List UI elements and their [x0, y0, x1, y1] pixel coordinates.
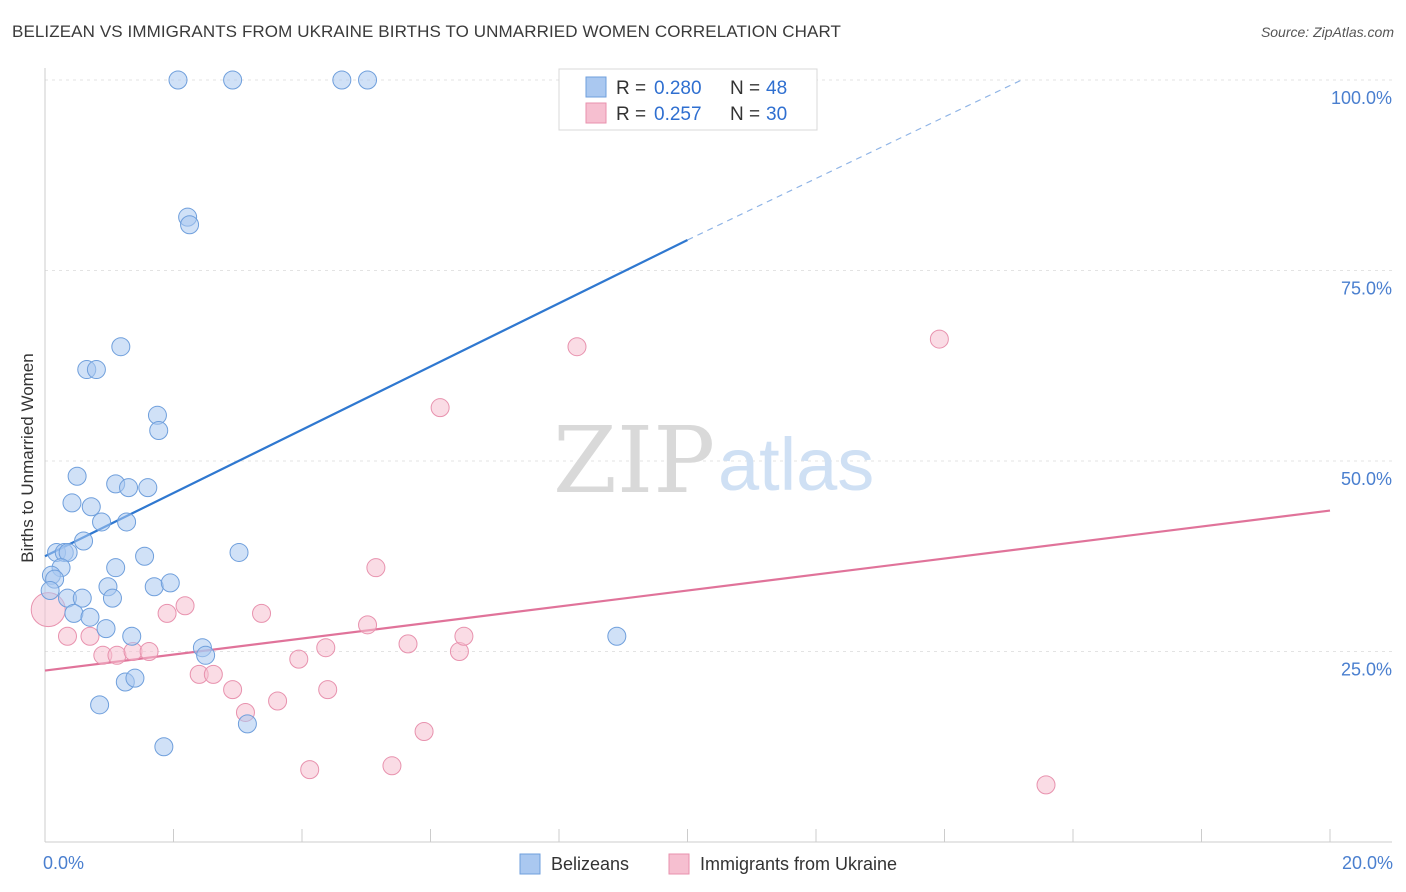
point-ukraine [268, 691, 288, 711]
legend-box: R = 0.280 N = 48 R = 0.257 N = 30 [558, 68, 818, 131]
point-ukraine [57, 626, 77, 646]
point-belizeans [64, 603, 84, 623]
legend-r-value-belizeans: 0.280 [654, 78, 702, 99]
point-belizeans [358, 70, 378, 90]
point-ukraine [107, 645, 127, 665]
point-ukraine [318, 680, 338, 700]
trend-lines [44, 79, 1331, 672]
y-axis-label: Births to Unmarried Women [18, 353, 37, 562]
point-ukraine [567, 337, 587, 357]
point-ukraine [175, 596, 195, 616]
x-tick-label: 20.0% [1342, 853, 1393, 873]
trend-line-ukraine [44, 509, 1331, 672]
point-belizeans [154, 737, 174, 757]
point-belizeans [122, 626, 142, 646]
point-ukraine [398, 634, 418, 654]
point-belizeans [180, 215, 200, 235]
point-belizeans [237, 714, 257, 734]
point-belizeans [119, 478, 139, 498]
point-ukraine [366, 558, 386, 578]
point-belizeans [138, 478, 158, 498]
point-ukraine [316, 638, 336, 658]
point-belizeans [90, 695, 110, 715]
trend-line-belizeans [44, 239, 688, 558]
point-ukraine [223, 680, 243, 700]
legend-r-label: R = [616, 78, 646, 99]
point-ukraine [203, 664, 223, 684]
point-ukraine [289, 649, 309, 669]
legend-r-label: R = [616, 104, 646, 125]
point-belizeans [607, 626, 627, 646]
point-ukraine [382, 756, 402, 776]
point-belizeans [80, 607, 100, 627]
y-tick-label: 75.0% [1341, 279, 1392, 299]
point-belizeans [135, 546, 155, 566]
trend-line-belizeans-extension [687, 79, 1022, 241]
bottom-legend-label-belizeans: Belizeans [551, 854, 629, 874]
point-belizeans [67, 466, 87, 486]
legend-swatch-belizeans [585, 76, 607, 98]
point-belizeans [102, 588, 122, 608]
point-belizeans [229, 542, 249, 562]
point-ukraine [414, 722, 434, 742]
point-ukraine [358, 615, 378, 635]
point-belizeans [149, 421, 169, 441]
point-ukraine [300, 760, 320, 780]
point-belizeans [125, 668, 145, 688]
legend-r-value-ukraine: 0.257 [654, 104, 702, 125]
watermark-zip: ZIP [553, 407, 715, 514]
point-belizeans [196, 645, 216, 665]
point-ukraine [157, 603, 177, 623]
point-ukraine [80, 626, 100, 646]
bottom-legend-label-ukraine: Immigrants from Ukraine [700, 854, 897, 874]
point-belizeans [111, 337, 131, 357]
tick-labels: 25.0% 50.0% 75.0% 100.0% 0.0% 20.0% [43, 88, 1393, 873]
bottom-legend-swatch-ukraine [668, 853, 690, 875]
point-belizeans [86, 360, 106, 380]
x-tick-label: 0.0% [43, 853, 84, 873]
point-ukraine [252, 603, 272, 623]
point-belizeans [81, 497, 101, 517]
chart-title: BELIZEAN VS IMMIGRANTS FROM UKRAINE BIRT… [12, 22, 842, 41]
point-belizeans [223, 70, 243, 90]
point-belizeans [74, 531, 94, 551]
legend-swatch-ukraine [585, 102, 607, 124]
watermark-atlas: atlas [718, 423, 874, 506]
point-ukraine [1036, 775, 1056, 795]
point-belizeans [117, 512, 137, 532]
legend-n-value-belizeans: 48 [766, 78, 787, 99]
point-belizeans [332, 70, 352, 90]
watermark: ZIP atlas [553, 407, 874, 514]
point-belizeans [96, 619, 116, 639]
point-belizeans [40, 581, 60, 601]
data-points [30, 70, 1056, 795]
point-belizeans [106, 558, 126, 578]
point-belizeans [160, 573, 180, 593]
y-tick-label: 25.0% [1341, 660, 1392, 680]
y-tick-label: 100.0% [1331, 88, 1392, 108]
legend-n-label: N = [730, 104, 760, 125]
grid-lines [45, 79, 1392, 652]
bottom-legend: Belizeans Immigrants from Ukraine [519, 853, 897, 875]
point-belizeans [168, 70, 188, 90]
legend-n-value-ukraine: 30 [766, 104, 787, 125]
point-ukraine [454, 626, 474, 646]
point-belizeans [92, 512, 112, 532]
bottom-legend-swatch-belizeans [519, 853, 541, 875]
point-belizeans [144, 577, 164, 597]
y-tick-label: 50.0% [1341, 469, 1392, 489]
point-ukraine [430, 398, 450, 418]
point-belizeans [72, 588, 92, 608]
point-belizeans [62, 493, 82, 513]
legend-n-label: N = [730, 78, 760, 99]
source-label: Source: ZipAtlas.com [1260, 24, 1394, 40]
axes [44, 68, 1392, 843]
point-ukraine [929, 329, 949, 349]
point-ukraine [139, 642, 159, 661]
